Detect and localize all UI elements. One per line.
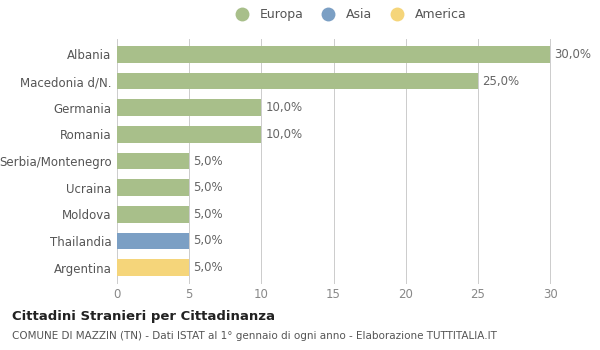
Bar	[117, 126, 262, 143]
Bar	[117, 153, 189, 169]
Bar	[117, 73, 478, 89]
Legend: Europa, Asia, America: Europa, Asia, America	[224, 3, 472, 26]
Text: 5,0%: 5,0%	[194, 261, 223, 274]
Text: 5,0%: 5,0%	[194, 234, 223, 247]
Text: 10,0%: 10,0%	[266, 128, 303, 141]
Text: 10,0%: 10,0%	[266, 101, 303, 114]
Bar	[117, 179, 189, 196]
Text: 5,0%: 5,0%	[194, 181, 223, 194]
Bar	[117, 206, 189, 223]
Bar	[117, 99, 262, 116]
Text: 5,0%: 5,0%	[194, 208, 223, 221]
Bar	[117, 46, 550, 63]
Text: Cittadini Stranieri per Cittadinanza: Cittadini Stranieri per Cittadinanza	[12, 310, 275, 323]
Bar	[117, 259, 189, 276]
Text: COMUNE DI MAZZIN (TN) - Dati ISTAT al 1° gennaio di ogni anno - Elaborazione TUT: COMUNE DI MAZZIN (TN) - Dati ISTAT al 1°…	[12, 331, 497, 341]
Text: 5,0%: 5,0%	[194, 154, 223, 168]
Bar	[117, 233, 189, 249]
Text: 30,0%: 30,0%	[554, 48, 592, 61]
Text: 25,0%: 25,0%	[482, 75, 520, 88]
